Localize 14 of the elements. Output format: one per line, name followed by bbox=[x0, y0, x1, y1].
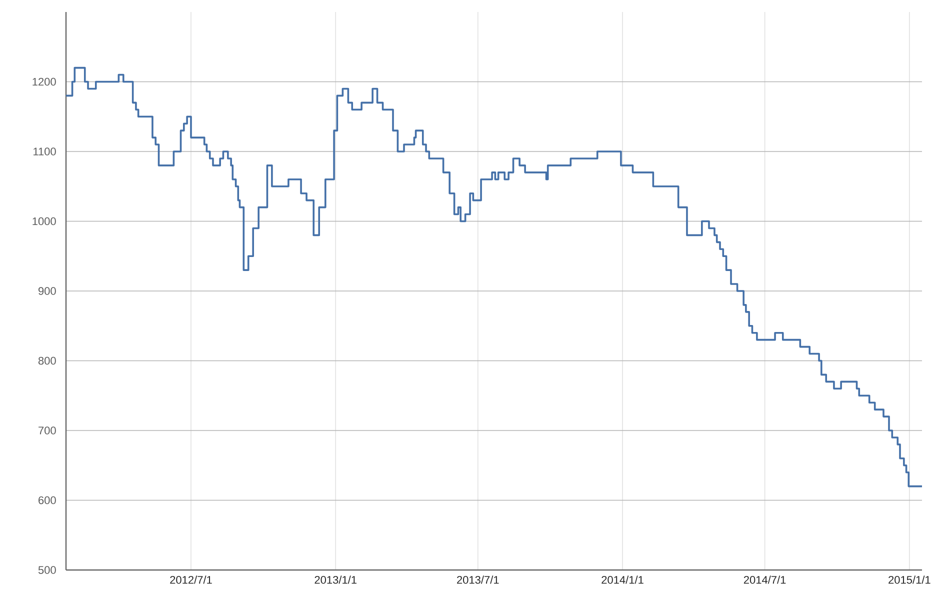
y-tick-label: 1100 bbox=[34, 148, 56, 156]
x-tick-label: 2013/1/1 bbox=[314, 576, 356, 584]
y-tick-label: 1200 bbox=[32, 78, 56, 86]
x-tick-label: 2014/1/1 bbox=[602, 576, 644, 584]
x-tick-label: 2013/7/1 bbox=[457, 576, 499, 584]
y-tick-label: 500 bbox=[38, 566, 56, 574]
y-tick-label: 900 bbox=[38, 287, 56, 295]
x-tick-label: 2014/7/1 bbox=[744, 576, 786, 584]
y-tick-label: 1000 bbox=[32, 217, 56, 226]
x-tick-label: 2012/7/1 bbox=[170, 576, 212, 584]
y-tick-label: 600 bbox=[38, 496, 56, 504]
y-tick-label: 700 bbox=[38, 426, 56, 434]
x-tick-label: 2015/1/1 bbox=[888, 576, 930, 584]
y-tick-label: 800 bbox=[38, 356, 56, 365]
